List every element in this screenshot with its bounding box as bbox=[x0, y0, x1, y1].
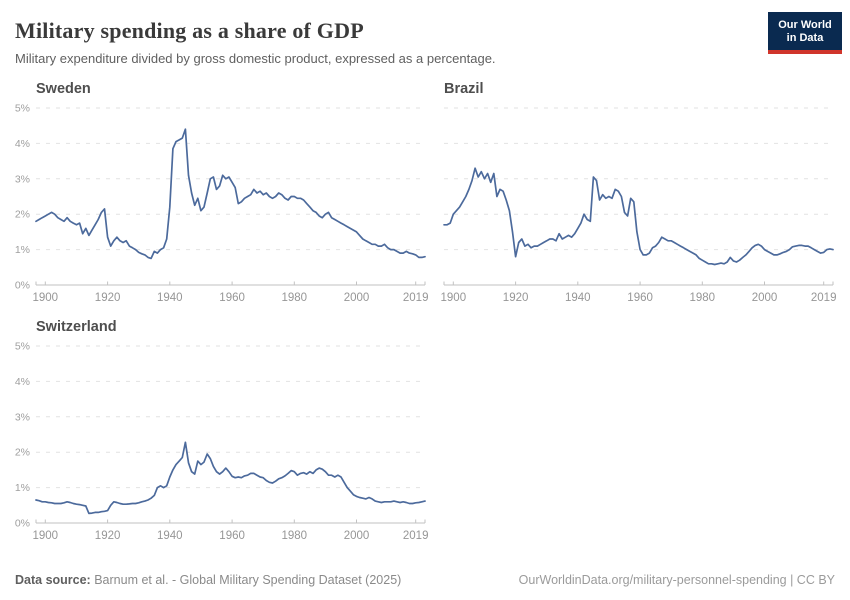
facet-title: Switzerland bbox=[36, 319, 117, 335]
data-source: Data source: Barnum et al. - Global Mili… bbox=[15, 573, 401, 587]
line-chart[interactable]: 1900 1920 1940 1960 1980 2000 2019 0% 1% 2% 3% 4% 5% bbox=[15, 338, 429, 544]
svg-text:0%: 0% bbox=[15, 280, 30, 292]
owid-logo: Our World in Data bbox=[768, 12, 842, 54]
svg-text:2000: 2000 bbox=[344, 292, 370, 304]
svg-text:1940: 1940 bbox=[157, 292, 183, 304]
data-source-text: Barnum et al. - Global Military Spending… bbox=[94, 573, 402, 587]
footer: Data source: Barnum et al. - Global Mili… bbox=[15, 573, 835, 587]
svg-text:4%: 4% bbox=[15, 138, 30, 150]
svg-text:1940: 1940 bbox=[157, 530, 183, 542]
svg-text:1%: 1% bbox=[15, 244, 30, 256]
svg-text:2019: 2019 bbox=[811, 292, 837, 304]
svg-text:1960: 1960 bbox=[627, 292, 653, 304]
facet-title: Sweden bbox=[36, 81, 91, 97]
svg-text:3%: 3% bbox=[15, 173, 30, 185]
svg-text:2%: 2% bbox=[15, 447, 30, 459]
svg-text:1920: 1920 bbox=[503, 292, 529, 304]
svg-text:2019: 2019 bbox=[403, 292, 429, 304]
facet-title: Brazil bbox=[444, 81, 484, 97]
svg-text:1920: 1920 bbox=[95, 530, 121, 542]
facet-sweden: Sweden 1900 1920 1940 1960 1980 2000 2019 0% 1% 2%… bbox=[15, 81, 429, 306]
line-chart[interactable]: 1900 1920 1940 1960 1980 2000 2019 0% 1% 2% 3% 4% 5% bbox=[15, 100, 429, 306]
svg-text:5%: 5% bbox=[15, 341, 30, 353]
svg-text:0%: 0% bbox=[15, 518, 30, 530]
svg-text:1920: 1920 bbox=[95, 292, 121, 304]
svg-text:1960: 1960 bbox=[219, 292, 245, 304]
header: Military spending as a share of GDP Our … bbox=[15, 12, 842, 54]
svg-text:1900: 1900 bbox=[33, 530, 59, 542]
svg-text:2000: 2000 bbox=[344, 530, 370, 542]
svg-text:2000: 2000 bbox=[752, 292, 778, 304]
svg-text:1940: 1940 bbox=[565, 292, 591, 304]
svg-text:4%: 4% bbox=[15, 376, 30, 388]
svg-text:2019: 2019 bbox=[403, 530, 429, 542]
page-title: Military spending as a share of GDP bbox=[15, 18, 364, 43]
svg-text:1980: 1980 bbox=[690, 292, 716, 304]
chart-subtitle: Military expenditure divided by gross do… bbox=[15, 51, 496, 66]
facet-brazil: Brazil 1900 1920 1940 1960 1980 2000 2019 bbox=[441, 81, 837, 306]
svg-text:1960: 1960 bbox=[219, 530, 245, 542]
attribution: OurWorldinData.org/military-personnel-sp… bbox=[518, 573, 835, 587]
owid-logo-line1: Our World bbox=[778, 19, 832, 31]
line-chart[interactable]: 1900 1920 1940 1960 1980 2000 2019 bbox=[441, 100, 836, 306]
svg-text:2%: 2% bbox=[15, 209, 30, 221]
charts-grid: Sweden 1900 1920 1940 1960 1980 2000 2019 0% 1% 2%… bbox=[15, 81, 837, 544]
owid-logo-line2: in Data bbox=[786, 32, 824, 44]
svg-text:1900: 1900 bbox=[441, 292, 467, 304]
svg-text:1980: 1980 bbox=[282, 292, 308, 304]
svg-text:3%: 3% bbox=[15, 411, 30, 423]
svg-text:1%: 1% bbox=[15, 482, 30, 494]
svg-text:1900: 1900 bbox=[33, 292, 59, 304]
svg-text:1980: 1980 bbox=[282, 530, 308, 542]
data-source-label: Data source: bbox=[15, 573, 91, 587]
facet-switzerland: Switzerland 1900 1920 1940 1960 1980 2000 2019 0… bbox=[15, 319, 429, 544]
svg-text:5%: 5% bbox=[15, 103, 30, 115]
